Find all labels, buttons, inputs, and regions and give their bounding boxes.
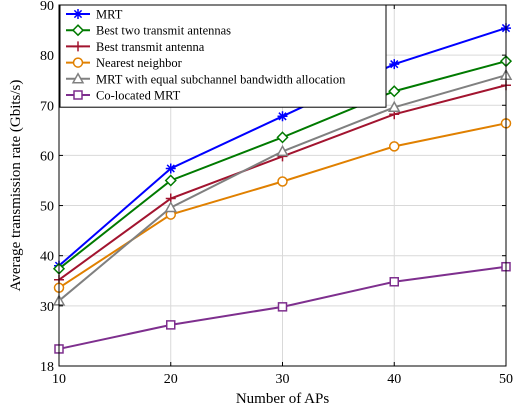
- legend: MRT Best two transmit antennas Best transm…: [59, 4, 387, 108]
- x-tick-label: 30: [276, 372, 290, 387]
- legend-item: MRT with equal subchannel bandwidth allo…: [66, 72, 346, 86]
- legend-item: Nearest neighbor: [66, 56, 183, 70]
- legend-item: MRT: [66, 8, 123, 22]
- x-axis-label: Number of APs: [236, 391, 329, 407]
- legend-label: Best two transmit antennas: [96, 24, 231, 38]
- y-tick-label: 50: [40, 200, 54, 215]
- data-point-marker: [277, 176, 288, 187]
- legend-item: Best transmit antenna: [66, 40, 205, 54]
- legend-box: [59, 4, 387, 108]
- legend-item: Best two transmit antennas: [66, 24, 231, 38]
- legend-marker: [71, 72, 85, 84]
- y-axis-label: Average transmission rate (Gbits/s): [8, 80, 24, 292]
- y-tick-label: 80: [40, 49, 54, 64]
- series-layer: [52, 23, 513, 354]
- data-point-marker: [388, 85, 401, 98]
- data-point-marker: [164, 201, 178, 213]
- legend-item: Co-located MRT: [66, 89, 181, 103]
- data-point-marker: [389, 59, 400, 70]
- legend-label: Co-located MRT: [96, 89, 181, 103]
- x-tick-label: 50: [499, 372, 513, 387]
- y-tick-label: 60: [40, 149, 54, 164]
- y-tick-label: 18: [40, 360, 54, 375]
- y-tick-label: 40: [40, 250, 54, 265]
- data-point-marker: [277, 302, 288, 312]
- data-point-marker: [389, 277, 399, 287]
- data-point-marker: [276, 144, 289, 157]
- x-tick-label: 10: [52, 372, 66, 387]
- legend-marker: [73, 90, 83, 100]
- legend-label: Best transmit antenna: [96, 40, 205, 54]
- x-tick-label: 20: [164, 372, 178, 387]
- legend-marker: [73, 9, 83, 19]
- x-tick-label: 40: [387, 372, 401, 387]
- legend-marker: [72, 57, 84, 68]
- tick-layer: 10 20 30 40 50 18 30 40 50 60 70 80 90: [40, 0, 513, 387]
- legend-marker: [71, 24, 85, 37]
- data-point-marker: [389, 141, 400, 152]
- legend-label: MRT with equal subchannel bandwidth allo…: [96, 72, 346, 86]
- legend-label: MRT: [96, 8, 123, 22]
- data-point-marker: [387, 100, 401, 113]
- legend-marker: [73, 41, 83, 52]
- data-point-marker: [164, 174, 177, 187]
- data-point-marker: [166, 320, 176, 330]
- y-tick-label: 70: [40, 99, 54, 114]
- legend-label: Nearest neighbor: [96, 56, 183, 70]
- data-point-marker: [277, 111, 288, 122]
- y-tick-label: 30: [40, 300, 54, 315]
- y-tick-label: 90: [40, 0, 54, 14]
- data-point-marker: [276, 131, 289, 144]
- data-point-marker: [165, 163, 176, 174]
